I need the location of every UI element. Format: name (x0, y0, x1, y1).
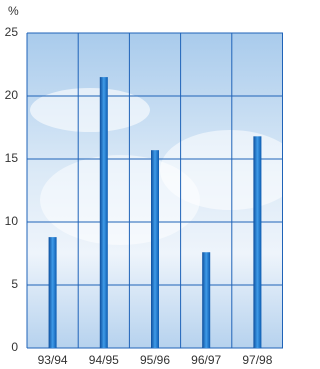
y-tick-label: 15 (5, 151, 19, 165)
y-axis-label: % (8, 4, 19, 18)
bar (202, 252, 210, 348)
x-tick-label: 95/96 (140, 353, 170, 367)
y-tick-label: 25 (5, 25, 19, 39)
y-tick-label: 20 (5, 88, 19, 102)
chart: % 0 5 10 15 20 25 93/94 94/95 95/96 96/97 97/98 (0, 0, 283, 369)
x-tick-label: 96/97 (191, 353, 221, 367)
bar (49, 237, 57, 348)
cloud (40, 155, 200, 245)
bar (151, 150, 159, 348)
y-tick-label: 10 (5, 214, 19, 228)
bar (100, 77, 108, 348)
y-tick-label: 5 (11, 277, 18, 291)
x-tick-label: 94/95 (89, 353, 119, 367)
bar (253, 136, 261, 348)
cloud (30, 88, 150, 132)
y-tick-label: 0 (11, 340, 18, 354)
x-tick-label: 93/94 (38, 353, 68, 367)
x-tick-label: 97/98 (242, 353, 272, 367)
